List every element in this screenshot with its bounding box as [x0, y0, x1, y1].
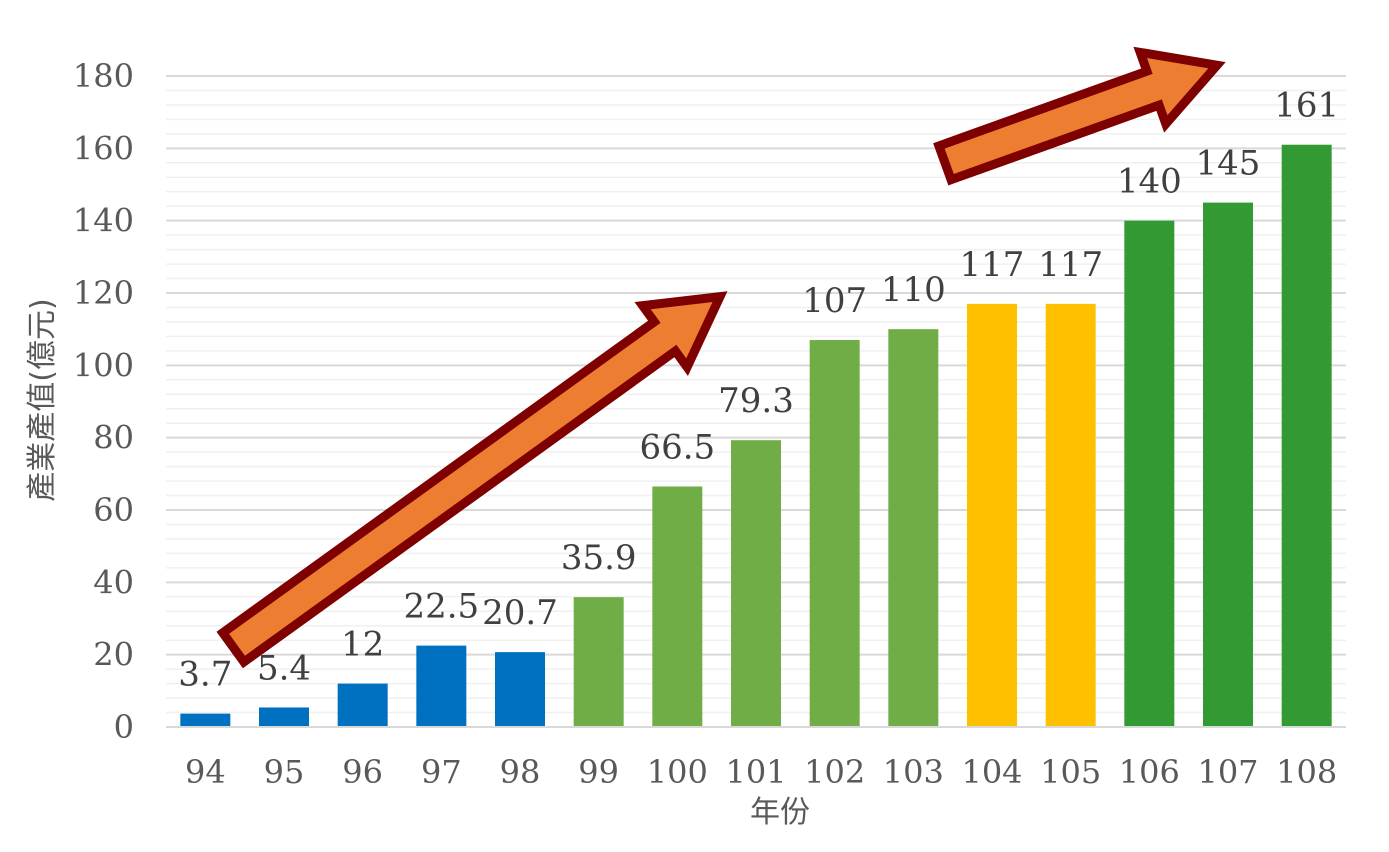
data-label-105: 117: [1038, 245, 1103, 285]
y-axis-title: 產業產值(億元): [25, 298, 60, 501]
y-tick-label: 180: [73, 57, 134, 95]
y-tick-label: 20: [93, 636, 134, 674]
bar-101: [731, 440, 781, 727]
data-label-108: 161: [1274, 86, 1339, 126]
bar-108: [1281, 144, 1332, 727]
x-tick-label: 99: [578, 753, 619, 791]
data-label-104: 117: [960, 245, 1025, 285]
data-label-95: 5.4: [257, 648, 311, 688]
bar-98: [495, 652, 545, 727]
y-tick-label: 0: [114, 708, 134, 746]
x-tick-label: 95: [264, 753, 305, 791]
x-tick-label: 94: [185, 753, 226, 791]
x-tick-label: 108: [1276, 753, 1337, 791]
data-label-97: 22.5: [403, 587, 479, 627]
data-label-106: 140: [1117, 162, 1182, 202]
trend-arrow: [933, 46, 1226, 186]
data-label-100: 66.5: [639, 427, 715, 467]
bar-104: [967, 303, 1017, 727]
bar-99: [573, 597, 624, 727]
data-label-107: 145: [1196, 144, 1261, 184]
x-tick-label: 98: [500, 753, 541, 791]
x-tick-label: 104: [961, 753, 1022, 791]
bar-102: [809, 340, 860, 727]
x-tick-label: 107: [1197, 753, 1258, 791]
x-tick-label: 102: [804, 753, 865, 791]
x-tick-label: 103: [883, 753, 944, 791]
y-tick-label: 80: [93, 419, 134, 457]
bar-96: [337, 683, 388, 727]
bar-97: [416, 645, 467, 727]
data-label-101: 79.3: [718, 381, 794, 421]
y-tick-label: 60: [93, 491, 134, 529]
data-label-103: 110: [881, 270, 946, 310]
bars: [180, 144, 1332, 728]
bar-105: [1045, 303, 1096, 727]
y-tick-label: 140: [73, 202, 134, 240]
trend-arrows: [216, 46, 1226, 669]
bar-100: [652, 486, 703, 727]
bar-94: [180, 713, 231, 727]
data-labels: 3.7 5.4 12 22.5 20.735.9 66.579.3 107 110 117 117…: [178, 86, 1339, 695]
y-tick-label: 100: [73, 346, 134, 384]
data-label-99: 35.9: [561, 538, 637, 578]
y-tick-label: 40: [93, 563, 134, 601]
x-tick-label: 96: [342, 753, 383, 791]
data-label-98: 20.7: [482, 593, 558, 633]
y-tick-label: 160: [73, 129, 134, 167]
data-label-96: 12: [341, 625, 384, 665]
bar-95: [259, 707, 309, 727]
x-axis-tick-labels: 94 95 96 97 98 99 100 101 102 103 104 105 106 107 108: [185, 753, 1337, 791]
x-tick-label: 100: [647, 753, 708, 791]
bar-103: [888, 329, 939, 727]
y-axis-tick-labels: 0 20 40 60 80 100 120 140 160 180: [73, 57, 134, 746]
x-axis-title: 年份: [750, 795, 810, 830]
bar-107: [1203, 202, 1253, 728]
y-tick-label: 120: [73, 274, 134, 312]
bar-106: [1124, 220, 1175, 727]
data-label-94: 3.7: [178, 655, 232, 695]
x-tick-label: 101: [725, 753, 786, 791]
x-tick-label: 106: [1119, 753, 1180, 791]
x-tick-label: 105: [1040, 753, 1101, 791]
trend-arrow: [216, 291, 728, 669]
x-tick-label: 97: [421, 753, 462, 791]
data-label-102: 107: [802, 281, 867, 321]
